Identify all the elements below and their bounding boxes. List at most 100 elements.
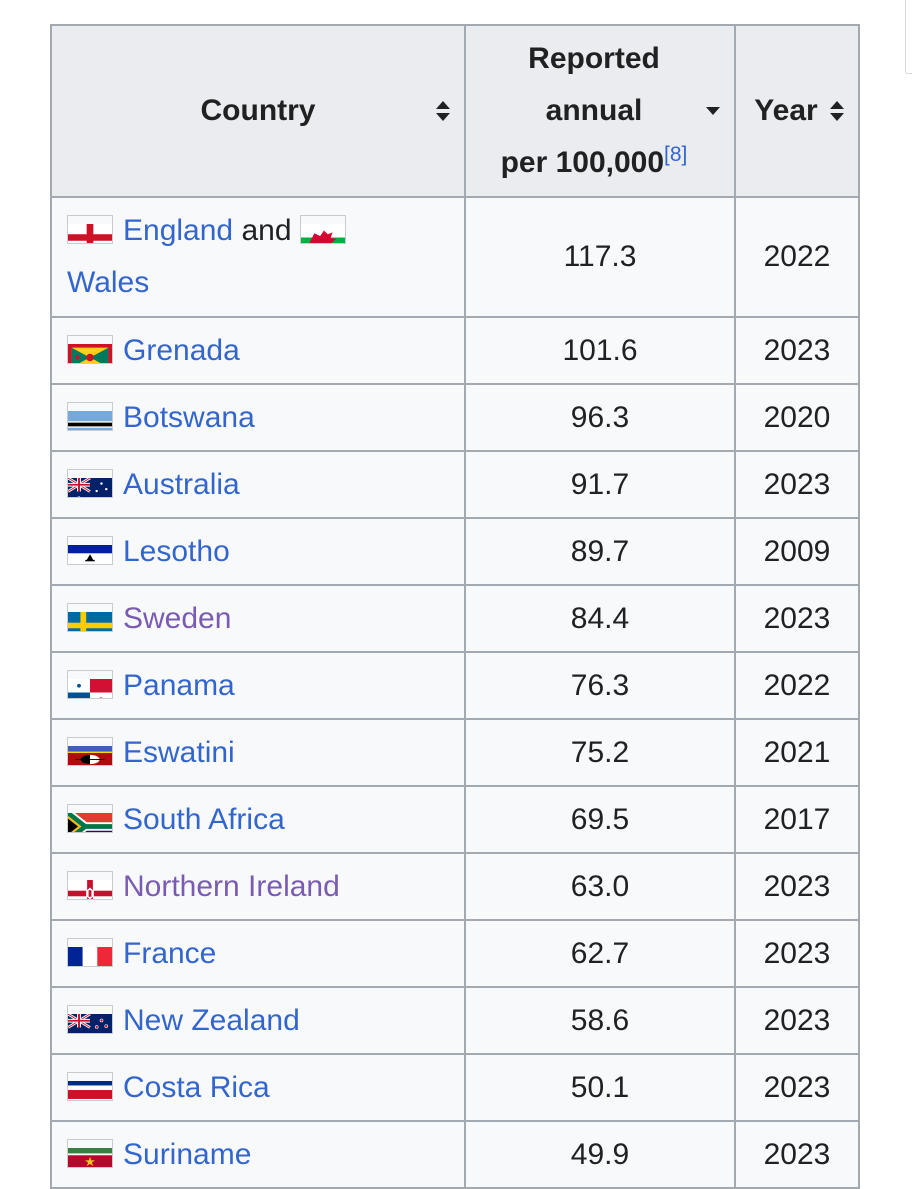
costa-rica-flag-icon — [67, 1072, 113, 1101]
column-header-rate-line2: annual — [546, 94, 643, 127]
country-link[interactable]: Australia — [123, 468, 240, 501]
header-row: Country Reported annual per 100,000[8] Y… — [51, 25, 859, 197]
reference-link[interactable]: [8] — [664, 143, 687, 166]
country-cell: Grenada — [51, 317, 465, 384]
country-cell: Eswatini — [51, 719, 465, 786]
country-cell: England and Wales — [51, 197, 465, 317]
eswatini-flag-icon — [67, 737, 113, 766]
adjacent-panel-edge — [905, 0, 912, 74]
country-link[interactable]: Panama — [123, 669, 235, 702]
south-africa-flag-icon — [67, 804, 113, 833]
column-header-year-label: Year — [754, 94, 817, 127]
year-cell: 2021 — [735, 719, 859, 786]
new-zealand-flag-icon — [67, 1005, 113, 1034]
country-link[interactable]: France — [123, 937, 216, 970]
year-cell: 2023 — [735, 1121, 859, 1188]
country-cell: Suriname — [51, 1121, 465, 1188]
wales-flag-icon — [300, 215, 346, 244]
country-cell: Botswana — [51, 384, 465, 451]
rate-cell: 49.9 — [465, 1121, 735, 1188]
country-cell: Sweden — [51, 585, 465, 652]
france-flag-icon — [67, 938, 113, 967]
data-table: Country Reported annual per 100,000[8] Y… — [50, 24, 860, 1189]
country-link[interactable]: Botswana — [123, 401, 255, 434]
sort-updown-icon[interactable] — [830, 101, 844, 121]
country-link[interactable]: New Zealand — [123, 1004, 300, 1037]
country-cell: Australia — [51, 451, 465, 518]
rate-cell: 63.0 — [465, 853, 735, 920]
suriname-flag-icon — [67, 1139, 113, 1168]
sort-descending-icon[interactable] — [706, 107, 720, 115]
country-link[interactable]: South Africa — [123, 803, 285, 836]
australia-flag-icon — [67, 469, 113, 498]
country-link[interactable]: Sweden — [123, 602, 231, 635]
country-cell: France — [51, 920, 465, 987]
panama-flag-icon — [67, 670, 113, 699]
country-link[interactable]: Grenada — [123, 334, 240, 367]
rate-cell: 50.1 — [465, 1054, 735, 1121]
rate-cell: 75.2 — [465, 719, 735, 786]
rate-cell: 62.7 — [465, 920, 735, 987]
rate-cell: 91.7 — [465, 451, 735, 518]
year-cell: 2020 — [735, 384, 859, 451]
country-link[interactable]: Northern Ireland — [123, 870, 340, 903]
sweden-flag-icon — [67, 603, 113, 632]
botswana-flag-icon — [67, 402, 113, 431]
year-cell: 2023 — [735, 920, 859, 987]
northern-ireland-flag-icon — [67, 871, 113, 900]
conjunction-text: and — [241, 214, 291, 247]
year-cell: 2023 — [735, 317, 859, 384]
column-header-country-label: Country — [201, 94, 316, 127]
country-cell: Lesotho — [51, 518, 465, 585]
column-header-rate[interactable]: Reported annual per 100,000[8] — [465, 25, 735, 197]
sort-updown-icon[interactable] — [436, 101, 450, 121]
lesotho-flag-icon — [67, 536, 113, 565]
year-cell: 2023 — [735, 853, 859, 920]
country-link[interactable]: Costa Rica — [123, 1071, 270, 1104]
column-header-rate-line3: per 100,000 — [501, 146, 664, 179]
rate-cell: 84.4 — [465, 585, 735, 652]
rate-cell: 58.6 — [465, 987, 735, 1054]
country-cell: South Africa — [51, 786, 465, 853]
column-header-country[interactable]: Country — [51, 25, 465, 197]
country-link-wales[interactable]: Wales — [67, 266, 149, 299]
country-link[interactable]: Lesotho — [123, 535, 230, 568]
rate-cell: 69.5 — [465, 786, 735, 853]
country-link[interactable]: Suriname — [123, 1138, 251, 1171]
country-link-england[interactable]: England — [123, 214, 233, 247]
column-header-year[interactable]: Year — [735, 25, 859, 197]
column-header-rate-line1: Reported — [528, 42, 660, 75]
country-cell: Northern Ireland — [51, 853, 465, 920]
year-cell: 2023 — [735, 585, 859, 652]
country-link[interactable]: Eswatini — [123, 736, 235, 769]
year-cell: 2017 — [735, 786, 859, 853]
year-cell: 2022 — [735, 197, 859, 317]
rate-cell: 96.3 — [465, 384, 735, 451]
year-cell: 2023 — [735, 1054, 859, 1121]
year-cell: 2022 — [735, 652, 859, 719]
grenada-flag-icon — [67, 335, 113, 364]
rate-cell: 101.6 — [465, 317, 735, 384]
country-cell: New Zealand — [51, 987, 465, 1054]
year-cell: 2023 — [735, 987, 859, 1054]
england-flag-icon — [67, 215, 113, 244]
rate-cell: 117.3 — [465, 197, 735, 317]
country-cell: Panama — [51, 652, 465, 719]
table-row: England and Wales 117.3 2022 — [51, 197, 859, 317]
rate-cell: 89.7 — [465, 518, 735, 585]
country-cell: Costa Rica — [51, 1054, 465, 1121]
year-cell: 2023 — [735, 451, 859, 518]
year-cell: 2009 — [735, 518, 859, 585]
